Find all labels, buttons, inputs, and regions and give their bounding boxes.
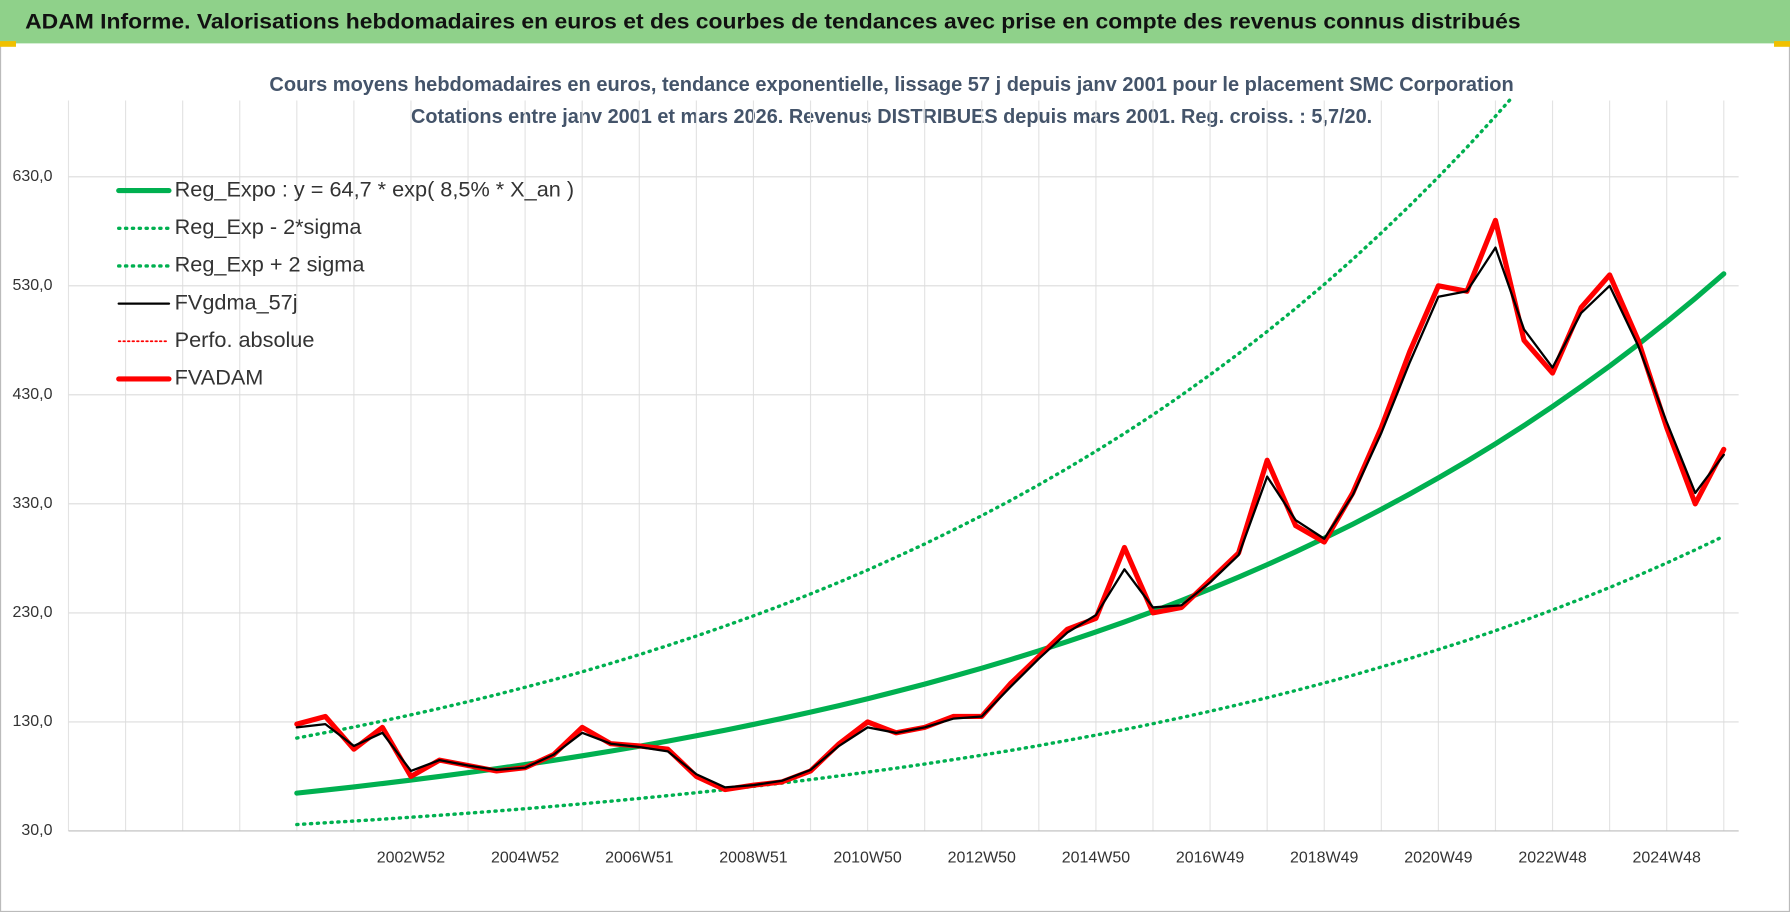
x-tick-label: 2002W52 xyxy=(377,850,445,867)
chart-title: ADAM Informe. Valorisations hebdomadaire… xyxy=(25,9,1520,34)
legend-label: Reg_Exp + 2 sigma xyxy=(175,252,366,277)
x-tick-label: 2008W51 xyxy=(719,850,787,867)
subtitle: Cours moyens hebdomadaires en euros, ten… xyxy=(269,73,1513,96)
y-tick-label: 530,0 xyxy=(13,277,53,294)
x-tick-label: 2022W48 xyxy=(1518,850,1586,867)
banner xyxy=(0,0,1790,44)
y-tick-label: 30,0 xyxy=(21,822,52,839)
x-tick-label: 2004W52 xyxy=(491,850,559,867)
subtitle: Cotations entre janv 2001 et mars 2026. … xyxy=(411,105,1372,128)
x-tick-label: 2024W48 xyxy=(1633,850,1701,867)
y-tick-label: 630,0 xyxy=(13,168,53,185)
legend-label: Reg_Expo : y = 64,7 * exp( 8,5% * X_an ) xyxy=(175,176,574,201)
series-line xyxy=(295,246,1725,789)
series-line xyxy=(295,98,1514,740)
x-tick-label: 2012W50 xyxy=(948,850,1016,867)
legend-label: FVgdma_57j xyxy=(175,289,298,314)
corner xyxy=(0,41,16,47)
y-tick-label: 330,0 xyxy=(13,495,53,512)
x-tick-label: 2006W51 xyxy=(605,850,673,867)
y-tick-label: 130,0 xyxy=(13,713,53,730)
series-line xyxy=(295,534,1726,827)
legend-label: Perfo. absolue xyxy=(175,327,315,352)
y-tick-label: 430,0 xyxy=(13,386,53,403)
corner xyxy=(1774,41,1790,47)
x-tick-label: 2020W49 xyxy=(1404,850,1472,867)
legend-label: FVADAM xyxy=(175,365,264,390)
x-tick-label: 2014W50 xyxy=(1062,850,1130,867)
x-tick-label: 2018W49 xyxy=(1290,850,1358,867)
y-tick-label: 230,0 xyxy=(13,604,53,621)
x-tick-label: 2016W49 xyxy=(1176,850,1244,867)
legend-label: Reg_Exp - 2*sigma xyxy=(175,214,363,239)
x-tick-label: 2010W50 xyxy=(833,850,901,867)
